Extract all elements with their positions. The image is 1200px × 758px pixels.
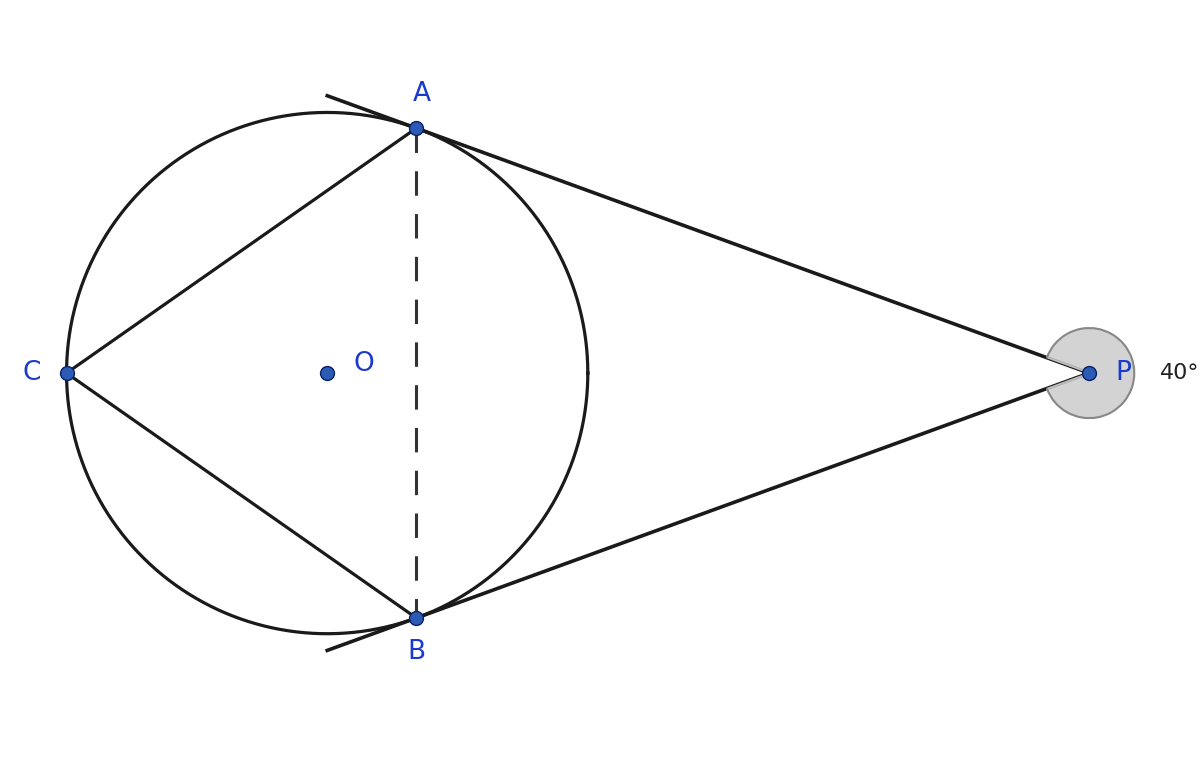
Polygon shape	[1046, 328, 1134, 418]
Text: B: B	[407, 639, 425, 666]
Text: 40°: 40°	[1160, 363, 1199, 383]
Text: C: C	[22, 360, 41, 386]
Point	[407, 122, 426, 134]
Text: O: O	[353, 351, 374, 377]
Point	[1080, 367, 1099, 379]
Text: A: A	[413, 81, 431, 107]
Point	[318, 367, 337, 379]
Point	[56, 367, 76, 379]
Text: P: P	[1115, 360, 1132, 386]
Point	[407, 612, 426, 624]
